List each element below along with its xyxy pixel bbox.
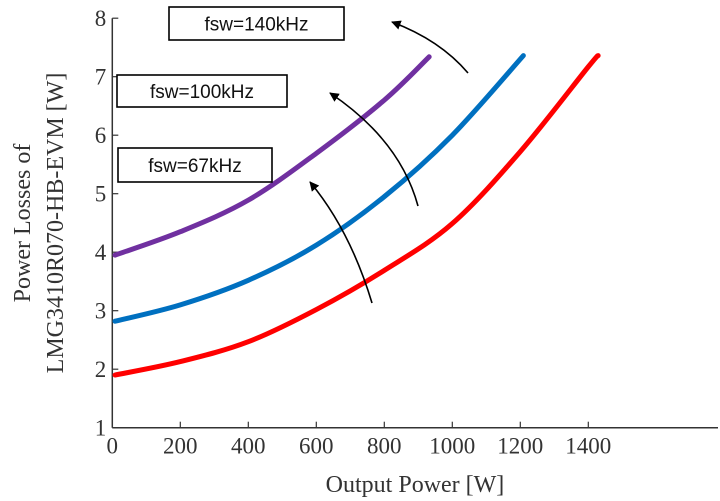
series-line-2 [112, 54, 432, 258]
x-tick-label: 1000 [429, 434, 475, 459]
annotation-arrow [391, 20, 469, 74]
annotations: fsw=67kHz fsw=100kHz fsw=140kHz [116, 6, 469, 304]
y-axis-label-line2: LMG3410R070-HB-EVM [W] [43, 73, 69, 374]
x-tick-label: 200 [163, 434, 198, 459]
x-axis-label: Output Power [W] [326, 472, 505, 498]
annotation-label: fsw=100kHz [150, 82, 254, 103]
series-line-0 [112, 53, 601, 378]
annotation-label: fsw=140kHz [204, 15, 308, 36]
x-tick-label: 1400 [565, 434, 611, 459]
annotation-arrow [309, 181, 373, 304]
x-ticks: 0 200 400 600 800 1000 1200 1400 [107, 421, 611, 459]
annotation-box [117, 147, 273, 183]
y-tick-label: 1 [95, 416, 107, 441]
y-tick-label: 8 [95, 6, 107, 31]
x-tick-label: 600 [299, 434, 334, 459]
x-tick-label: 0 [107, 434, 119, 459]
annotation-label: fsw=67kHz [148, 156, 241, 177]
y-tick-label: 3 [95, 299, 107, 324]
axes [111, 18, 718, 429]
annotation-arrow [329, 92, 419, 207]
x-tick-label: 800 [367, 434, 402, 459]
y-tick-label: 4 [95, 240, 107, 265]
y-tick-label: 6 [95, 123, 107, 148]
y-tick-label: 2 [95, 357, 107, 382]
series-lines [112, 53, 601, 378]
annotation-box [116, 74, 288, 108]
y-tick-label: 7 [95, 65, 107, 90]
y-ticks: 1 2 3 4 5 6 7 8 [95, 6, 119, 441]
y-axis-label-line1: Power Losses of [10, 144, 36, 303]
series-line-1 [112, 53, 526, 324]
x-tick-label: 1200 [497, 434, 543, 459]
y-tick-label: 5 [95, 182, 107, 207]
annotation-box [168, 6, 345, 41]
x-tick-label: 400 [231, 434, 266, 459]
